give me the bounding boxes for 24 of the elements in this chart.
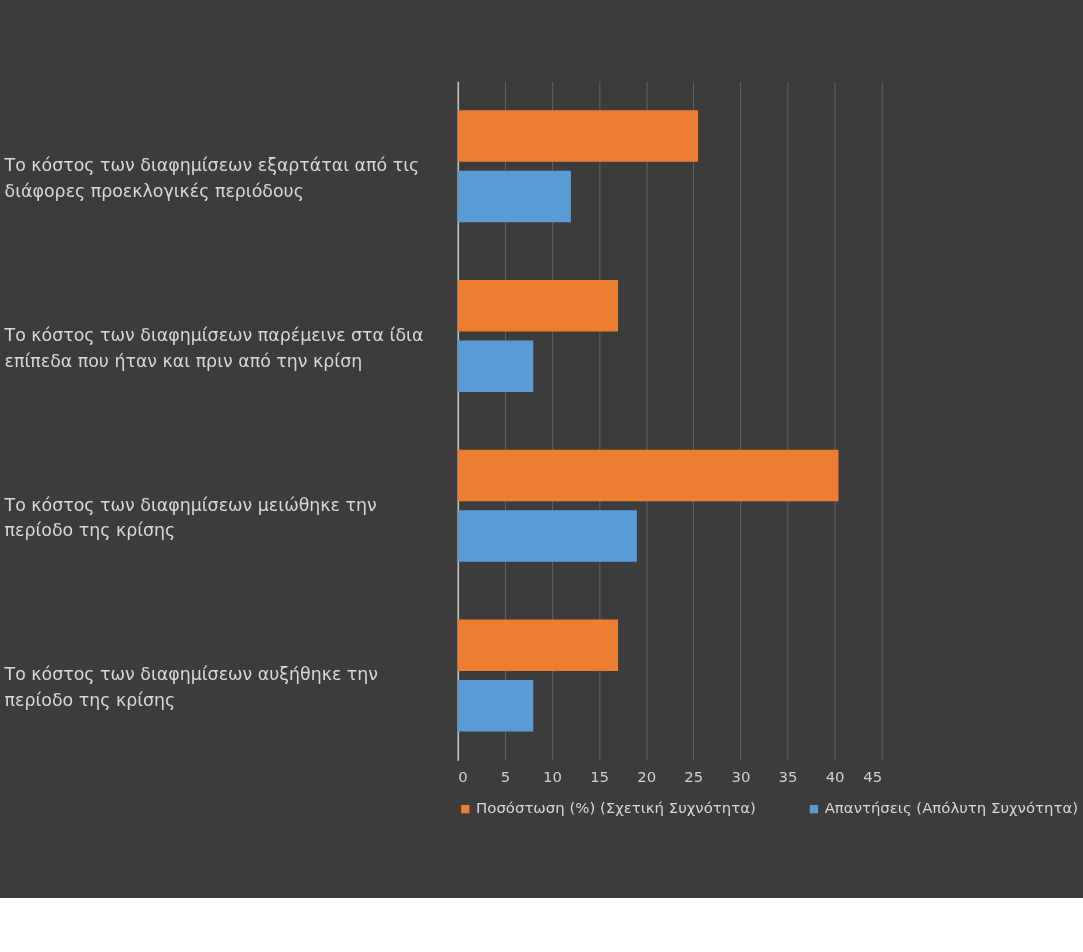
x-tick-label: 15	[590, 768, 610, 787]
bar	[457, 279, 619, 332]
bar	[457, 340, 534, 392]
bar	[457, 449, 839, 502]
bar	[457, 510, 637, 562]
legend-label: Ποσόστωση (%) (Σχετική Συχνότητα)	[476, 799, 756, 818]
x-tick-label: 35	[778, 768, 798, 787]
bar	[457, 619, 619, 671]
legend-label: Απαντήσεις (Απόλυτη Συχνότητα)	[824, 799, 1079, 818]
y-tick-label: Το κόστος των διαφημίσεων αυξήθηκε την περίοδο της κρίσης	[3, 664, 378, 711]
x-tick-label: 10	[543, 768, 562, 787]
y-tick-label: Το κόστος των διαφημίσεων μειώθηκε την περίοδο της κρίσης	[3, 494, 377, 541]
x-tick-label: 45	[863, 768, 883, 787]
x-tick-label: 20	[637, 768, 657, 787]
bar	[457, 110, 699, 162]
x-tick-label: 40	[825, 768, 845, 787]
x-tick-label: 25	[684, 768, 704, 787]
x-tick-label: 5	[500, 768, 511, 787]
y-tick-label: Το κόστος των διαφημίσεων εξαρτάται από τις διάφορες προεκλογικές περιόδους	[3, 155, 420, 201]
bar	[457, 170, 571, 223]
x-tick-label: 0	[458, 768, 468, 787]
x-tick-label: 30	[731, 768, 751, 787]
y-tick-label: Το κόστος των διαφημίσεων παρέμεινε στα ίδια επίπεδα που ήταν και πριν από την κρίση	[3, 324, 424, 371]
bar	[457, 679, 534, 732]
